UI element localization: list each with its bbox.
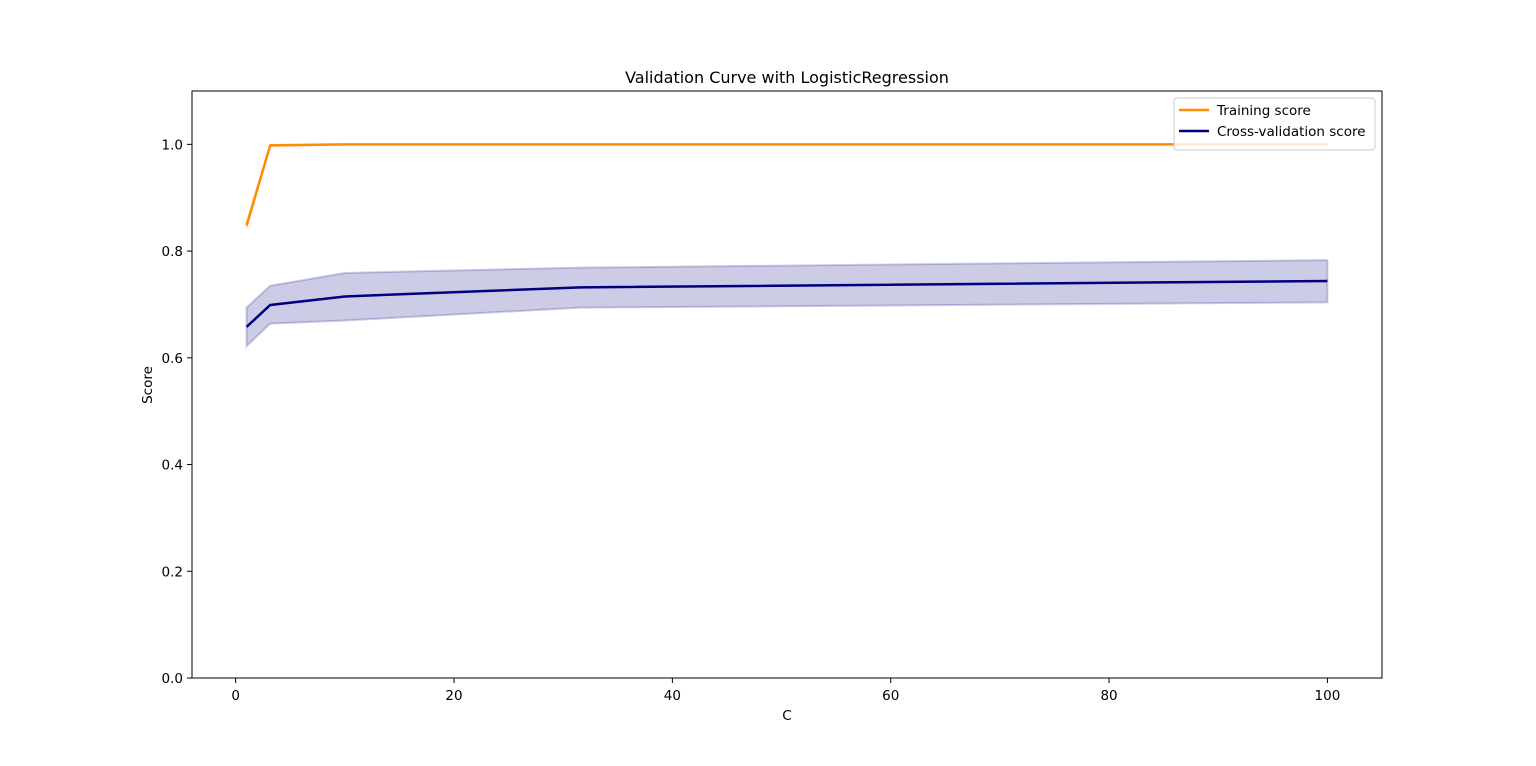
x-axis-label: C bbox=[782, 708, 791, 724]
x-tick-label: 20 bbox=[445, 688, 462, 704]
plot-area bbox=[245, 143, 1329, 349]
training-score-line bbox=[245, 143, 1328, 226]
legend-box bbox=[1173, 97, 1376, 151]
x-tick-label: 60 bbox=[882, 688, 899, 704]
y-tick-label: 0.4 bbox=[162, 458, 183, 474]
y-tick-label: 0.0 bbox=[162, 671, 183, 687]
y-axis-label: Score bbox=[140, 366, 156, 404]
legend-label: Cross-validation score bbox=[1217, 124, 1366, 140]
cross-validation-score-line bbox=[245, 279, 1328, 328]
x-tick-label: 80 bbox=[1100, 688, 1117, 704]
chart-title: Validation Curve with LogisticRegression bbox=[625, 68, 949, 87]
y-tick-label: 0.2 bbox=[162, 564, 183, 580]
legend: Training score Cross-validation score bbox=[1173, 97, 1376, 151]
cross-validation-score-band bbox=[245, 259, 1329, 349]
training-score-band bbox=[245, 143, 1328, 229]
y-tick-label: 0.6 bbox=[162, 351, 183, 367]
y-tick-label: 0.8 bbox=[162, 244, 183, 260]
x-tick-label: 0 bbox=[231, 688, 240, 704]
legend-label: Training score bbox=[1216, 103, 1311, 119]
axes-frame bbox=[191, 90, 1383, 679]
axes: 0 20 40 60 80 100 0.0 0.2 0.4 0.6 0.8 1.0 bbox=[162, 90, 1383, 704]
x-tick-label: 40 bbox=[664, 688, 681, 704]
y-tick-label: 1.0 bbox=[162, 137, 183, 153]
x-tick-label: 100 bbox=[1315, 688, 1341, 704]
